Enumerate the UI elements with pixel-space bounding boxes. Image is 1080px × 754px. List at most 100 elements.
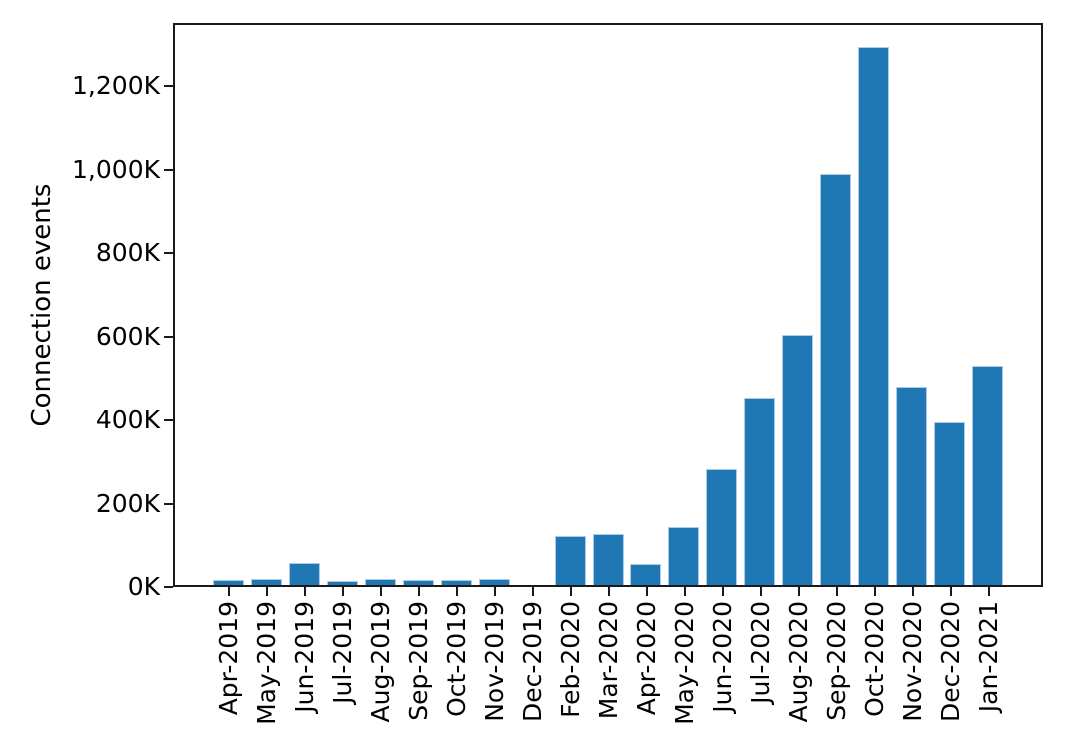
x-tick-mark: [227, 587, 230, 596]
x-tick-label-Sep-2020: Sep-2020: [821, 601, 851, 721]
x-tick-label-Apr-2020: Apr-2020: [631, 601, 661, 716]
x-tick-label-Jun-2020: Jun-2020: [707, 601, 737, 713]
bar-Jul-2019: [326, 580, 358, 585]
x-tick-label-Oct-2020: Oct-2020: [859, 601, 889, 717]
y-tick-label: 600K: [95, 321, 160, 351]
x-tick-mark: [949, 587, 952, 596]
y-tick-mark: [164, 335, 173, 338]
bar-slot-Mar-2020: [589, 25, 627, 585]
y-tick-label: 0K: [127, 572, 160, 601]
bar-slot-Sep-2020: [817, 25, 855, 585]
bar-Dec-2020: [934, 422, 966, 585]
y-tick-mark: [164, 419, 173, 421]
y-tick-mark: [164, 168, 173, 171]
x-tick-mark: [607, 587, 610, 596]
bar-Jun-2019: [288, 563, 320, 585]
bar-Jul-2020: [744, 397, 776, 585]
x-tick-label-Nov-2020: Nov-2020: [897, 601, 927, 722]
x-tick-mark: [797, 587, 800, 596]
x-tick-mark: [417, 587, 420, 596]
x-tick-label-Oct-2019: Oct-2019: [441, 601, 471, 717]
bar-slot-Jun-2019: [285, 25, 323, 585]
bar-slot-Nov-2020: [893, 25, 931, 585]
x-tick-label-Jan-2021: Jan-2021: [973, 601, 1003, 713]
bar-Nov-2020: [896, 386, 928, 585]
bar-Aug-2020: [782, 335, 814, 585]
bar-slot-Apr-2020: [627, 25, 665, 585]
x-tick-mark: [569, 587, 572, 596]
x-tick-label-May-2020: May-2020: [669, 601, 699, 725]
bar-slot-Oct-2020: [855, 25, 893, 585]
bar-Apr-2020: [630, 564, 662, 585]
bar-Nov-2019: [478, 579, 510, 585]
x-tick-mark: [987, 587, 990, 596]
x-tick-mark: [759, 587, 762, 596]
x-tick-mark: [873, 587, 876, 596]
x-tick-label-Dec-2019: Dec-2019: [517, 601, 547, 723]
x-tick-mark: [645, 587, 648, 596]
bar-Oct-2020: [858, 47, 890, 585]
bar-May-2019: [250, 579, 282, 585]
bar-Apr-2019: [212, 580, 244, 585]
y-tick-mark: [164, 586, 173, 588]
x-tick-label-Jul-2020: Jul-2020: [745, 601, 775, 704]
bar-slot-Apr-2019: [210, 25, 248, 585]
bar-slot-Feb-2020: [551, 25, 589, 585]
bar-slot-Oct-2019: [437, 25, 475, 585]
bar-slot-May-2019: [247, 25, 285, 585]
x-tick-label-Jun-2019: Jun-2019: [289, 601, 319, 713]
bar-Oct-2019: [440, 580, 472, 585]
y-tick-mark: [164, 252, 173, 254]
x-tick-mark: [721, 587, 724, 596]
bar-slot-May-2020: [665, 25, 703, 585]
bar-slot-Aug-2019: [361, 25, 399, 585]
y-tick-label: 200K: [95, 488, 160, 518]
y-tick-label: 400K: [95, 405, 160, 434]
bar-slot-Jan-2021: [969, 25, 1007, 585]
x-tick-mark: [911, 587, 914, 596]
x-tick-mark: [341, 587, 344, 596]
x-tick-label-Jul-2019: Jul-2019: [327, 601, 357, 704]
bar-slot-Jul-2019: [323, 25, 361, 585]
bar-Mar-2020: [592, 534, 624, 585]
x-tick-mark: [455, 587, 458, 596]
bar-May-2020: [668, 526, 700, 585]
bar-Jan-2021: [972, 365, 1004, 585]
x-tick-label-May-2019: May-2019: [251, 601, 281, 725]
bar-Jun-2020: [706, 468, 738, 585]
bar-slot-Dec-2019: [513, 25, 551, 585]
bar-slot-Dec-2020: [931, 25, 969, 585]
y-axis-label: Connection events: [27, 183, 57, 427]
bar-Sep-2019: [402, 580, 434, 585]
plot-area: [173, 23, 1043, 587]
bar-slot-Jun-2020: [703, 25, 741, 585]
x-tick-label-Mar-2020: Mar-2020: [593, 601, 623, 720]
y-tick-label: 1,200K: [72, 71, 160, 100]
x-tick-mark: [265, 587, 268, 596]
y-tick-mark: [164, 85, 173, 87]
x-tick-label-Apr-2019: Apr-2019: [213, 601, 243, 716]
x-tick-mark: [379, 587, 382, 596]
x-tick-mark: [531, 587, 534, 596]
x-tick-mark: [683, 587, 686, 596]
x-tick-label-Nov-2019: Nov-2019: [479, 601, 509, 722]
bar-slot-Sep-2019: [399, 25, 437, 585]
x-tick-mark: [303, 587, 306, 596]
y-tick-label: 800K: [95, 238, 160, 267]
y-tick-label: 1,000K: [72, 154, 160, 184]
bar-Aug-2019: [364, 578, 396, 585]
x-tick-label-Sep-2019: Sep-2019: [403, 601, 433, 721]
x-tick-label-Feb-2020: Feb-2020: [555, 601, 585, 718]
bar-slot-Nov-2019: [475, 25, 513, 585]
x-tick-label-Dec-2020: Dec-2020: [935, 601, 965, 723]
x-tick-label-Aug-2020: Aug-2020: [783, 601, 813, 723]
bars-container: [175, 25, 1041, 585]
bar-slot-Jul-2020: [741, 25, 779, 585]
bar-Feb-2020: [554, 536, 586, 585]
x-tick-mark: [835, 587, 838, 596]
bar-Sep-2020: [820, 173, 852, 585]
y-tick-mark: [164, 502, 173, 505]
x-tick-mark: [493, 587, 496, 596]
x-tick-label-Aug-2019: Aug-2019: [365, 601, 395, 723]
